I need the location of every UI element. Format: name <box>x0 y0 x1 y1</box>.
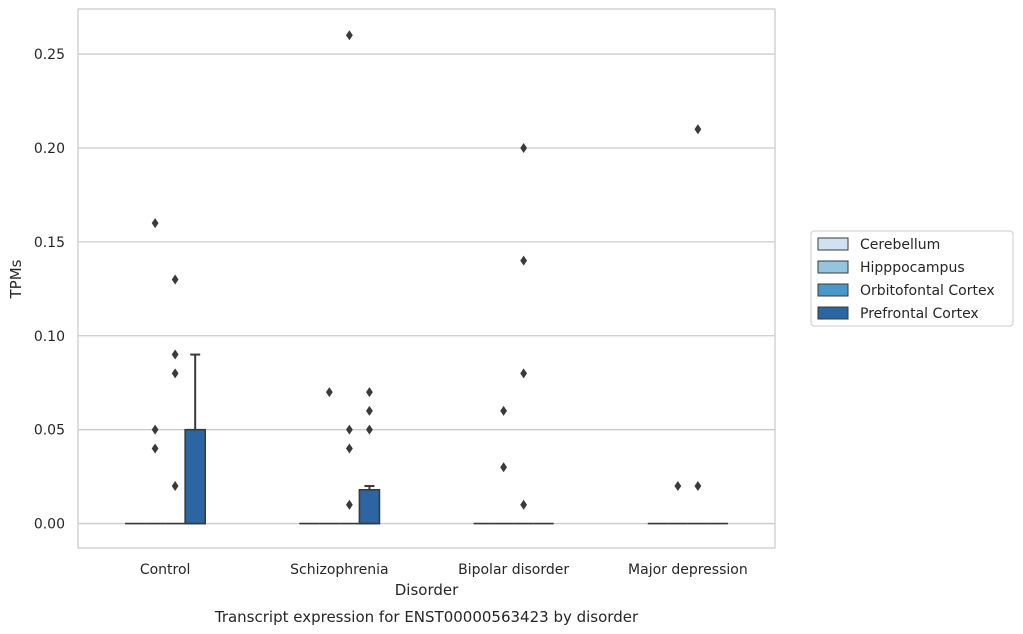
outlier-point <box>366 424 373 435</box>
outlier-point <box>366 387 373 398</box>
outlier-point <box>674 481 682 492</box>
x-tick-label: Schizophrenia <box>290 562 388 578</box>
outlier-point <box>366 405 373 416</box>
legend-label: Prefrontal Cortex <box>860 306 979 322</box>
legend-label: Hipppocampus <box>860 260 965 276</box>
legend-swatch <box>817 283 849 297</box>
box <box>358 488 381 525</box>
outlier-point <box>520 368 528 379</box>
outlier-point <box>345 424 353 435</box>
legend-entries: Cerebellum Hipppocampus Orbitofontal Corte… <box>817 237 995 322</box>
x-tick-label: Major depression <box>628 562 748 578</box>
outlier-point <box>520 255 528 266</box>
y-tick-labels: 0.00 0.05 0.10 0.15 0.20 0.25 <box>34 47 65 533</box>
outlier-point <box>171 349 179 360</box>
outliers-layer <box>151 30 702 510</box>
outlier-point <box>520 142 528 153</box>
y-axis-title: TPMs <box>7 259 25 299</box>
chart-caption: Transcript expression for ENST0000056342… <box>214 608 639 626</box>
boxes-layer <box>125 353 728 525</box>
outlier-point <box>345 30 353 41</box>
outlier-point <box>171 274 179 285</box>
legend-label: Orbitofontal Cortex <box>860 283 995 299</box>
y-tick-label: 0.05 <box>34 423 65 439</box>
x-tick-labels: Control Schizophrenia Bipolar disorder Majo… <box>140 562 748 578</box>
box <box>184 428 207 525</box>
outlier-point <box>325 387 333 398</box>
plot-area <box>78 9 775 548</box>
outlier-point <box>151 424 159 435</box>
outlier-point <box>151 218 159 229</box>
y-tick-label: 0.10 <box>34 329 65 345</box>
x-tick-label: Bipolar disorder <box>458 562 569 578</box>
outlier-point <box>151 443 159 454</box>
legend-swatch <box>817 237 849 251</box>
y-tick-label: 0.20 <box>34 141 65 157</box>
outlier-point <box>345 443 353 454</box>
outlier-point <box>500 462 508 473</box>
legend-swatch <box>817 260 849 274</box>
legend: Cerebellum Hipppocampus Orbitofontal Corte… <box>810 230 1014 327</box>
x-axis-title: Disorder <box>395 581 459 599</box>
y-tick-label: 0.25 <box>34 47 65 63</box>
outlier-point <box>694 124 702 135</box>
legend-label: Cerebellum <box>860 237 940 253</box>
outlier-point <box>345 499 353 510</box>
outlier-point <box>171 368 179 379</box>
plot-frame <box>77 8 776 549</box>
legend-swatch <box>817 306 849 320</box>
y-tick-label: 0.15 <box>34 235 65 251</box>
outlier-point <box>171 481 179 492</box>
outlier-point <box>694 481 702 492</box>
outlier-point <box>500 405 508 416</box>
x-tick-label: Control <box>140 562 191 578</box>
legend-frame <box>810 230 1014 327</box>
outlier-point <box>520 499 528 510</box>
y-tick-label: 0.00 <box>34 517 65 533</box>
